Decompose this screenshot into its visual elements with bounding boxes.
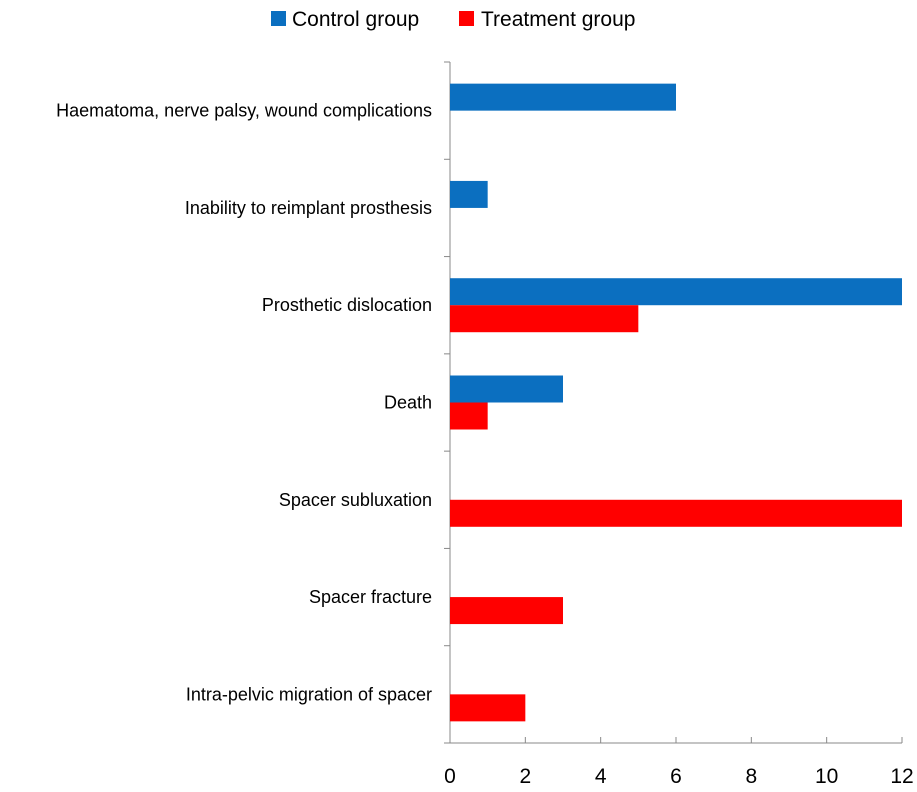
bar-control-3 bbox=[450, 375, 563, 403]
category-label-3: Death bbox=[384, 393, 432, 413]
x-tick-label-5: 10 bbox=[815, 765, 838, 788]
legend: Control group Treatment group bbox=[271, 8, 635, 31]
x-tick-label-4: 8 bbox=[745, 765, 757, 788]
category-label-2: Prosthetic dislocation bbox=[262, 295, 432, 315]
category-label-5: Spacer fracture bbox=[309, 587, 432, 607]
category-label-6: Intra-pelvic migration of spacer bbox=[186, 684, 432, 704]
bar-treatment-2 bbox=[450, 305, 639, 333]
x-tick-label-6: 12 bbox=[890, 765, 913, 788]
bar-control-2 bbox=[450, 278, 902, 306]
bar-control-1 bbox=[450, 180, 488, 208]
category-label-0: Haematoma, nerve palsy, wound complicati… bbox=[56, 101, 432, 121]
bar-treatment-4 bbox=[450, 499, 902, 527]
legend-label-1: Treatment group bbox=[481, 8, 635, 31]
category-labels: Haematoma, nerve palsy, wound complicati… bbox=[56, 101, 432, 705]
legend-swatch-0 bbox=[271, 11, 286, 26]
category-label-4: Spacer subluxation bbox=[279, 490, 432, 510]
x-tick-label-0: 0 bbox=[444, 765, 456, 788]
bar-control-0 bbox=[450, 83, 676, 111]
x-tick-label-2: 4 bbox=[595, 765, 607, 788]
legend-swatch-1 bbox=[459, 11, 474, 26]
bar-treatment-3 bbox=[450, 402, 488, 430]
bar-treatment-6 bbox=[450, 694, 526, 722]
legend-label-0: Control group bbox=[292, 8, 419, 31]
bars bbox=[450, 83, 902, 722]
x-tick-label-3: 6 bbox=[670, 765, 682, 788]
x-tick-label-1: 2 bbox=[519, 765, 531, 788]
category-label-1: Inability to reimplant prosthesis bbox=[185, 198, 432, 218]
tick-labels: 0 2 4 6 8 10 12 bbox=[444, 765, 914, 788]
bar-treatment-5 bbox=[450, 597, 563, 625]
